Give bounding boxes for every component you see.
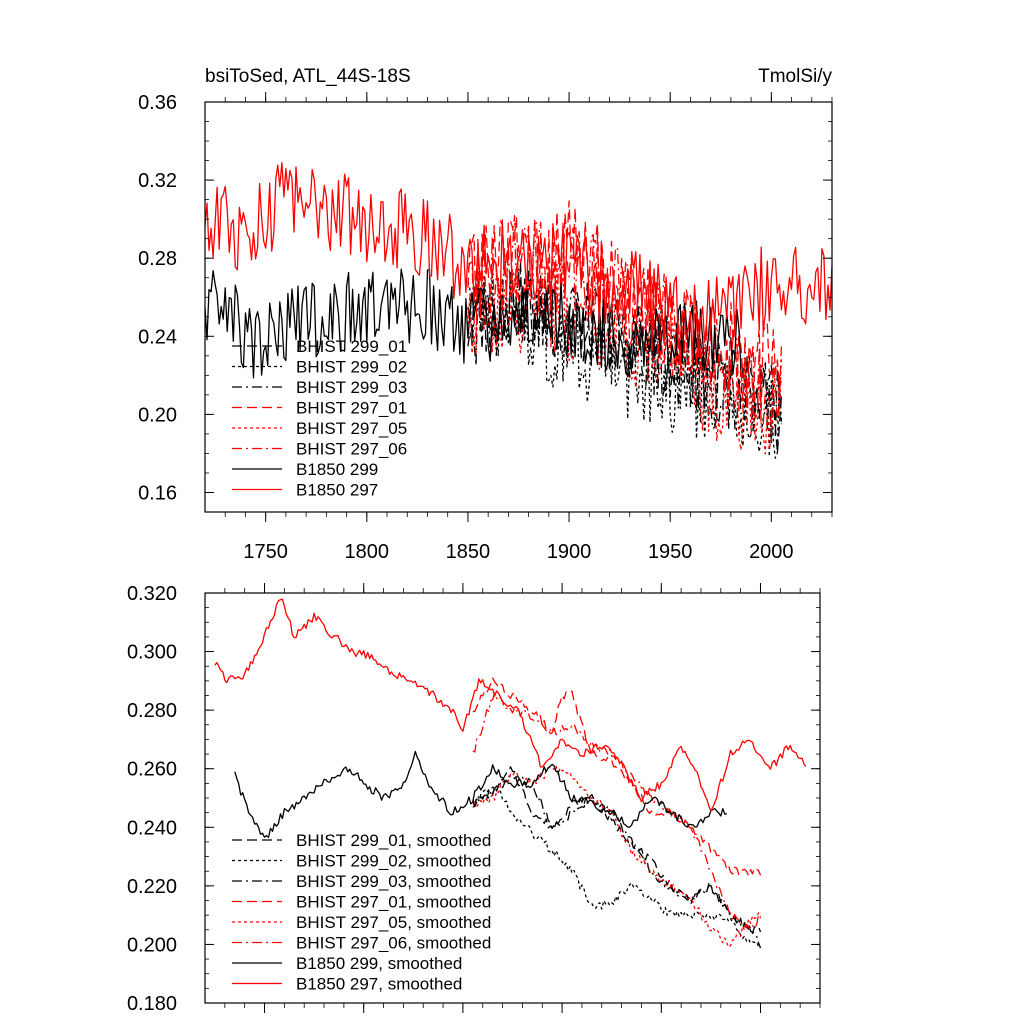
x-tick-label: 1850 bbox=[446, 541, 491, 563]
axes: 0.180 0.200 0.220 0.240 0.260 0.280 0.300 0.320 bbox=[127, 583, 821, 1015]
legend-label: BHIST 297_05 bbox=[296, 419, 407, 438]
legend-label: BHIST 299_02 bbox=[296, 358, 407, 377]
plot-frame bbox=[204, 101, 833, 513]
y-tick-label: 0.240 bbox=[127, 817, 177, 839]
series-line bbox=[472, 784, 761, 947]
legend-label: B1850 297 bbox=[296, 481, 378, 500]
legend-item: BHIST 299_01 bbox=[232, 337, 407, 356]
legend-label: BHIST 297_06 bbox=[296, 440, 407, 459]
series-line bbox=[467, 214, 783, 429]
legend-item: BHIST 299_03 bbox=[232, 378, 407, 397]
series-group bbox=[204, 161, 833, 459]
legend-item: BHIST 297_06, smoothed bbox=[232, 934, 491, 953]
legend: BHIST 299_01, smoothed BHIST 299_02, smoo… bbox=[232, 831, 491, 994]
y-tick-label: 0.220 bbox=[127, 876, 177, 898]
y-tick-label: 0.32 bbox=[138, 170, 177, 192]
legend-label: BHIST 297_06, smoothed bbox=[296, 934, 491, 953]
legend-item: BHIST 299_02 bbox=[232, 358, 407, 377]
series-line bbox=[214, 598, 807, 812]
legend-item: BHIST 299_03, smoothed bbox=[232, 872, 491, 891]
chart-top: bsiToSed, ATL_44S-18S TmolSi/y 0.160.200… bbox=[138, 66, 833, 563]
y-tick-label: 0.320 bbox=[127, 583, 177, 605]
y-tick-label: 0.16 bbox=[138, 482, 177, 504]
y-tick-label: 0.300 bbox=[127, 642, 177, 664]
y-tick-label: 0.36 bbox=[138, 92, 177, 114]
legend-item: BHIST 297_01, smoothed bbox=[232, 893, 491, 912]
chart-bottom: 0.180 0.200 0.220 0.240 0.260 0.280 0.300 0.320… bbox=[127, 583, 821, 1015]
axes: 0.16 0.20 0.24 0.28 0.32 0.36 1750 1800 1850 1900… bbox=[138, 92, 833, 563]
legend-label: B1850 297, smoothed bbox=[296, 975, 462, 994]
legend-label: BHIST 297_01 bbox=[296, 399, 407, 418]
y-tick-label: 0.260 bbox=[127, 759, 177, 781]
y-tick-label: 0.20 bbox=[138, 404, 177, 426]
y-tick-label: 0.24 bbox=[138, 326, 177, 348]
x-tick-label: 1750 bbox=[243, 541, 288, 563]
legend-label: B1850 299, smoothed bbox=[296, 954, 462, 973]
legend-item: B1850 299 bbox=[232, 460, 378, 479]
y-tick-label: 0.280 bbox=[127, 700, 177, 722]
legend-label: BHIST 297_01, smoothed bbox=[296, 893, 491, 912]
legend-label: BHIST 299_01, smoothed bbox=[296, 831, 491, 850]
series-group bbox=[214, 598, 807, 949]
x-tick-label: 1950 bbox=[648, 541, 693, 563]
legend-item: BHIST 297_05 bbox=[232, 419, 407, 438]
chart-title-left: bsiToSed, ATL_44S-18S bbox=[205, 66, 411, 87]
legend-item: BHIST 299_02, smoothed bbox=[232, 852, 491, 871]
legend-item: B1850 297, smoothed bbox=[232, 975, 462, 994]
x-tick-label: 1900 bbox=[547, 541, 592, 563]
series-line bbox=[467, 267, 783, 445]
series-line bbox=[472, 677, 762, 877]
legend-label: BHIST 299_02, smoothed bbox=[296, 852, 491, 871]
legend-item: BHIST 297_01 bbox=[232, 399, 407, 418]
series-line bbox=[472, 766, 762, 935]
legend-label: BHIST 299_01 bbox=[296, 337, 407, 356]
legend-item: BHIST 297_05, smoothed bbox=[232, 913, 491, 932]
series-line bbox=[472, 775, 762, 949]
y-tick-label: 0.200 bbox=[127, 934, 177, 956]
legend-item: B1850 297 bbox=[232, 481, 378, 500]
series-line bbox=[234, 750, 727, 839]
y-tick-label: 0.28 bbox=[138, 248, 177, 270]
y-tick-label: 0.180 bbox=[127, 993, 177, 1015]
x-tick-label: 1800 bbox=[345, 541, 390, 563]
chart-title-right: TmolSi/y bbox=[758, 66, 832, 87]
series-line bbox=[467, 261, 783, 455]
legend-label: BHIST 299_03, smoothed bbox=[296, 872, 491, 891]
legend-item: B1850 299, smoothed bbox=[232, 954, 462, 973]
legend-item: BHIST 299_01, smoothed bbox=[232, 831, 491, 850]
series-line bbox=[204, 161, 833, 365]
legend-label: BHIST 297_05, smoothed bbox=[296, 913, 491, 932]
legend-label: B1850 299 bbox=[296, 460, 378, 479]
legend-item: BHIST 297_06 bbox=[232, 440, 407, 459]
x-tick-label: 2000 bbox=[749, 541, 794, 563]
legend-label: BHIST 299_03 bbox=[296, 378, 407, 397]
